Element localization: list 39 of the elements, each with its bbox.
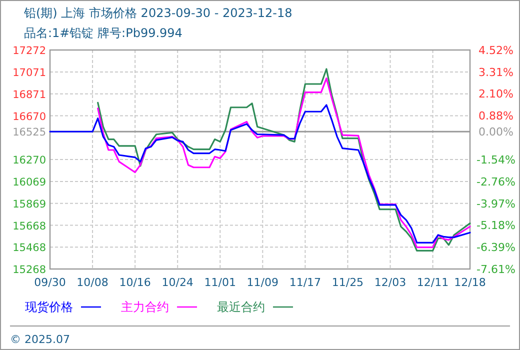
y-tick-label: 17071 bbox=[12, 66, 46, 79]
y2-tick-label: 2.10% bbox=[478, 88, 514, 101]
y-tick-label: 16270 bbox=[12, 154, 46, 166]
y-tick-label: 16871 bbox=[12, 88, 46, 101]
y2-tick-label: -6.39% bbox=[476, 240, 516, 254]
x-tick-label: 11/09 bbox=[246, 276, 279, 289]
y2-tick-label: -7.61% bbox=[476, 263, 516, 276]
x-tick-label: 09/30 bbox=[34, 276, 66, 289]
y-tick-label: 15468 bbox=[12, 242, 46, 254]
text: © 2025.07 bbox=[10, 333, 70, 346]
y2-tick-label: -3.97% bbox=[476, 197, 516, 210]
chart-subtitle: 品名:1#铅锭 牌号:Pb99.994 bbox=[24, 26, 182, 40]
y2-tick-label: 3.31% bbox=[478, 66, 514, 79]
legend-label: 最近合约 bbox=[217, 300, 265, 314]
y2-tick-label: 0.88% bbox=[478, 110, 514, 123]
x-tick-label: 12/18 bbox=[454, 276, 486, 289]
y-tick-label: 16525 bbox=[12, 126, 46, 139]
x-tick-label: 11/25 bbox=[332, 276, 364, 289]
y-tick-label: 16069 bbox=[12, 176, 46, 188]
y-tick-label: 15668 bbox=[12, 220, 46, 232]
x-tick-label: 10/24 bbox=[162, 276, 194, 289]
x-tick-label: 12/11 bbox=[416, 276, 449, 289]
x-tick-label: 11/01 bbox=[204, 276, 236, 289]
x-tick-label: 10/16 bbox=[119, 276, 151, 289]
x-tick-label: 10/08 bbox=[76, 276, 108, 289]
y2-tick-label: -2.76% bbox=[476, 175, 516, 188]
y-tick-label: 16670 bbox=[12, 110, 46, 123]
legend-label: 现货价格 bbox=[25, 300, 73, 314]
x-tick-label: 11/17 bbox=[289, 276, 322, 289]
y2-tick-label: 4.52% bbox=[478, 44, 514, 57]
y-tick-label: 15869 bbox=[12, 198, 46, 210]
y2-tick-label: -1.54% bbox=[476, 153, 516, 166]
x-tick-label: 12/03 bbox=[374, 276, 406, 289]
y2-tick-label: -5.18% bbox=[476, 219, 516, 232]
y-tick-label: 15268 bbox=[12, 264, 46, 276]
y-tick-label: 17272 bbox=[12, 45, 46, 57]
legend-label: 主力合约 bbox=[121, 300, 169, 314]
chart-title: 铅(期) 上海 市场价格 2023-09-30 - 2023-12-18 bbox=[23, 6, 292, 20]
y2-tick-label: 0.00% bbox=[478, 126, 514, 139]
